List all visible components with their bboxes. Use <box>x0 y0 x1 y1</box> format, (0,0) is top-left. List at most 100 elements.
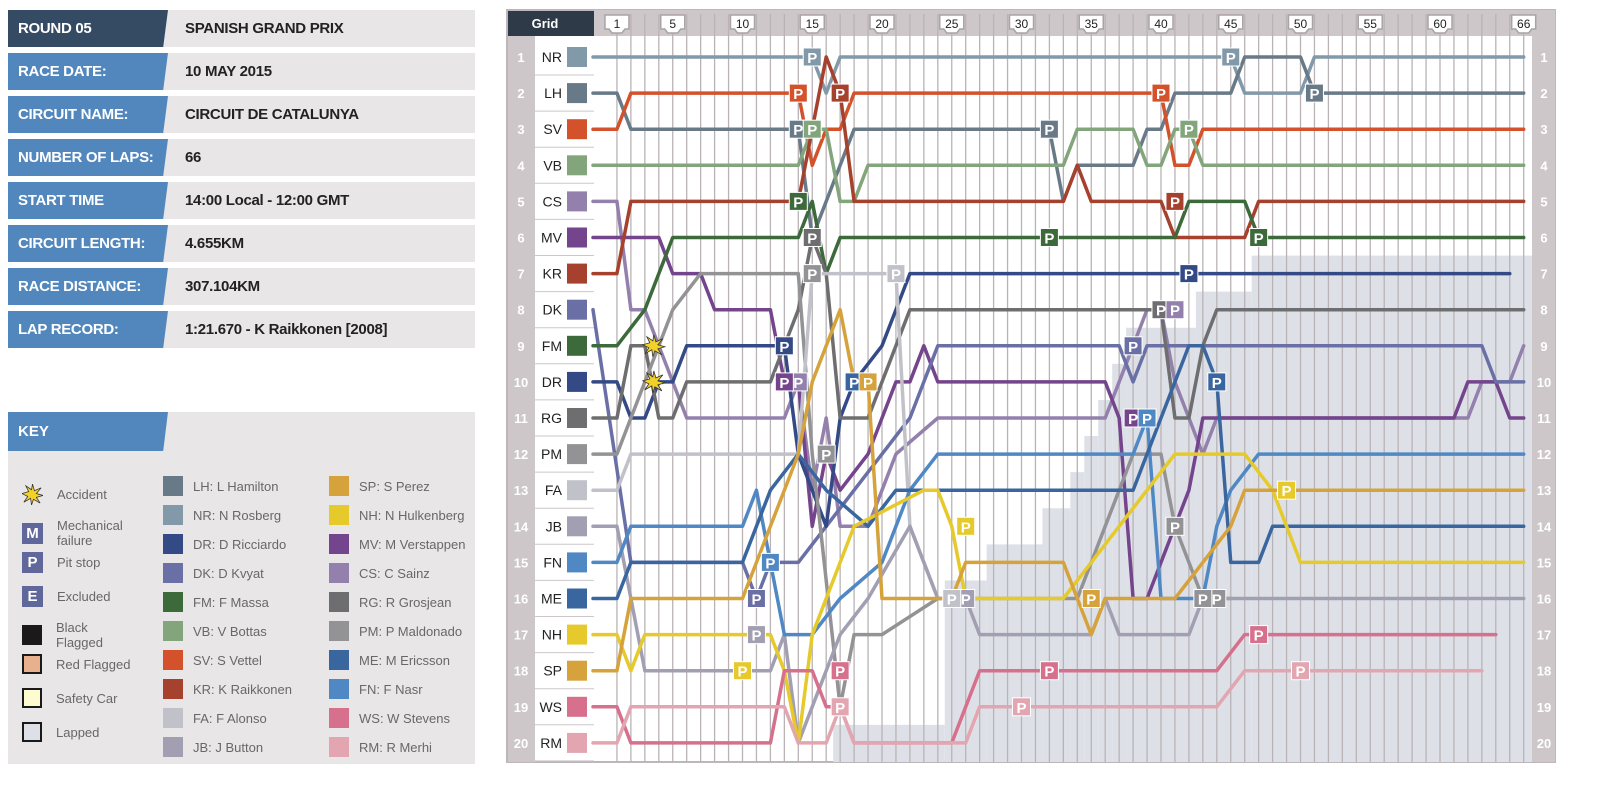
pit-stop-marker: P <box>1165 300 1185 320</box>
driver-color-swatch <box>329 476 349 496</box>
key-label: Red Flagged <box>56 656 131 672</box>
info-row: CIRCUIT NAME: CIRCUIT DE CATALUNYA <box>8 96 475 133</box>
lap-tick-label: 45 <box>1224 17 1238 31</box>
key-driver-label: WS: W Stevens <box>359 710 451 726</box>
pit-stop-marker: P <box>774 372 794 392</box>
grid-driver-swatch <box>567 371 587 392</box>
info-value: 14:00 Local - 12:00 GMT <box>185 192 349 209</box>
driver-color-swatch <box>163 563 183 583</box>
pit-stop-icon <box>802 228 822 247</box>
grid-position-number: 7 <box>517 267 524 282</box>
lap-tick-label: 55 <box>1364 17 1378 31</box>
pit-stop-icon <box>1277 480 1297 500</box>
grid-position-number: 10 <box>514 375 528 390</box>
grid-driver-code: NR <box>542 49 562 65</box>
final-position-number: 11 <box>1537 411 1551 426</box>
key-driver-label: RG: R Grosjean <box>359 594 452 610</box>
grid-driver-swatch <box>567 624 587 645</box>
lapped-region <box>1195 291 1252 762</box>
pit-stop-glyph: P <box>835 86 845 103</box>
pit-stop-glyph: P <box>1295 664 1305 681</box>
info-row: RACE DATE: 10 MAY 2015 <box>8 53 475 90</box>
key-driver-fa: FA: F Alonso <box>163 708 267 728</box>
grid-driver-swatch <box>567 83 587 104</box>
grid-driver-code: ME <box>541 591 562 607</box>
key-driver-label: FM: F Massa <box>193 594 269 610</box>
lap-tick-label: 60 <box>1433 17 1447 31</box>
key-driver-label: FN: F Nasr <box>359 681 423 697</box>
pit-stop-marker: P <box>1123 336 1143 356</box>
grid-driver-swatch <box>567 263 587 284</box>
lap-tick-box <box>939 14 965 34</box>
grid-driver-swatch <box>567 732 587 753</box>
info-label: RACE DISTANCE: <box>8 268 168 305</box>
final-position-number: 2 <box>1540 86 1547 101</box>
pit-stop-glyph: P <box>807 267 817 284</box>
pit-stop-glyph: P <box>1086 592 1096 609</box>
info-row: ROUND 05 SPANISH GRAND PRIX <box>8 10 475 47</box>
pit-stop-marker: P <box>802 47 822 67</box>
driver-color-swatch <box>163 621 183 641</box>
pit-stop-glyph: P <box>1016 700 1026 717</box>
grid-driver-swatch <box>567 696 587 717</box>
grid-driver-swatch <box>567 552 587 573</box>
pit-stop-icon <box>1179 264 1199 284</box>
pit-stop-glyph: P <box>1184 267 1194 284</box>
driver-color-swatch <box>329 737 349 757</box>
final-position-number: 15 <box>1537 555 1551 570</box>
pit-stop-marker: P <box>1137 408 1157 428</box>
key-item: P Pit stop <box>22 552 137 573</box>
pit-stop-marker: P <box>1165 516 1185 536</box>
info-value: SPANISH GRAND PRIX <box>185 20 344 37</box>
final-position-number: 8 <box>1540 303 1547 318</box>
lap-tick-box <box>1357 14 1383 34</box>
lap-tick-box <box>660 14 686 34</box>
key-label: Pit stop <box>57 555 101 570</box>
pit-stop-marker: P <box>1039 661 1059 681</box>
lap-tick-label: 25 <box>945 17 959 31</box>
pit-stop-icon <box>1304 83 1324 103</box>
key-driver-sv: SV: S Vettel <box>163 650 262 670</box>
pit-stop-icon <box>1137 408 1157 428</box>
info-value: 1:21.670 - K Raikkonen [2008] <box>185 321 388 338</box>
pit-stop-marker: P <box>1249 228 1269 248</box>
key-driver-dk: DK: D Kvyat <box>163 563 264 583</box>
grid-position-number: 19 <box>514 700 528 715</box>
pit-stop-glyph: P <box>891 267 901 284</box>
grid-driver-code: LH <box>544 85 562 101</box>
grid-driver-code: MV <box>541 230 563 246</box>
lap-tick-box <box>799 14 825 34</box>
driver-color-swatch <box>329 621 349 641</box>
key-item: Black Flagged <box>22 620 136 650</box>
key-driver-kr: KR: K Raikkonen <box>163 679 292 699</box>
final-position-number: 9 <box>1540 339 1547 354</box>
pit-stop-icon <box>1039 119 1059 139</box>
key-driver-label: LH: L Hamilton <box>193 478 279 494</box>
info-label: RACE DATE: <box>8 53 168 90</box>
pit-stop-icon <box>802 47 822 67</box>
info-value: 307.104KM <box>185 278 260 295</box>
pit-stop-glyph: P <box>1142 411 1152 428</box>
lap-tick-label: 10 <box>736 17 750 31</box>
pit-stop-marker: P <box>1304 83 1324 103</box>
pit-stop-icon <box>760 552 780 572</box>
pit-stop-glyph: P <box>751 592 761 609</box>
final-position-number: 10 <box>1537 375 1551 390</box>
grid-position-number: 15 <box>514 555 528 570</box>
info-row: START TIME 14:00 Local - 12:00 GMT <box>8 182 475 219</box>
position-line-jb <box>591 524 1526 745</box>
final-position-number: 20 <box>1537 736 1551 751</box>
pit-stop-icon <box>746 589 766 608</box>
grid-position-number: 5 <box>517 194 524 209</box>
pit-stop-glyph: P <box>751 628 761 645</box>
key-driver-vb: VB: V Bottas <box>163 621 267 641</box>
pit-stop-icon <box>1012 697 1031 717</box>
grid-position-number: 6 <box>517 231 524 246</box>
pit-stop-marker: P <box>1039 119 1059 139</box>
lap-tick-label: 5 <box>669 17 676 31</box>
key-label: Lapped <box>56 724 100 740</box>
grid-driver-swatch <box>567 335 587 356</box>
info-value: 10 MAY 2015 <box>185 63 272 80</box>
lap-tick-box <box>1427 14 1453 34</box>
key-driver-label: FA: F Alonso <box>193 710 267 726</box>
